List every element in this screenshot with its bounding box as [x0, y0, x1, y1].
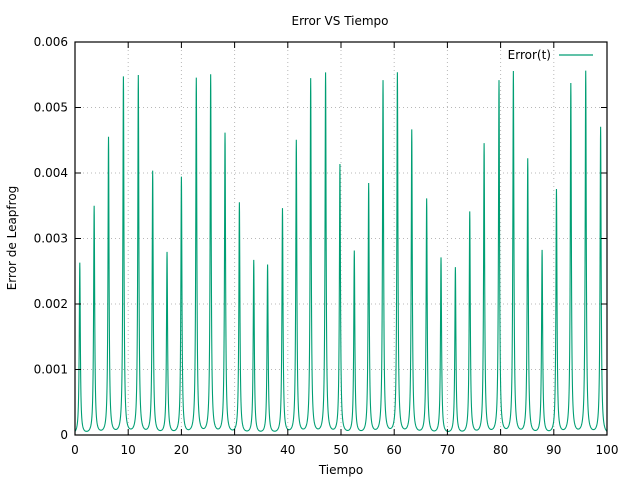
x-tick-label: 0: [71, 443, 79, 457]
y-axis-label: Error de Leapfrog: [5, 186, 19, 291]
x-tick-label: 10: [121, 443, 136, 457]
y-tick-label: 0: [60, 428, 68, 442]
chart-title: Error VS Tiempo: [291, 14, 388, 28]
y-tick-labels: 0 0.001 0.002 0.003 0.004 0.005 0.006: [34, 35, 68, 442]
y-tick-label: 0.005: [34, 101, 68, 115]
legend-label: Error(t): [508, 48, 551, 62]
y-tick-label: 0.006: [34, 35, 68, 49]
x-tick-label: 60: [387, 443, 402, 457]
x-tick-label: 20: [174, 443, 189, 457]
series-layer: [74, 70, 608, 432]
series-line-error: [74, 70, 608, 432]
y-tick-label: 0.003: [34, 232, 68, 246]
y-tick-label: 0.001: [34, 363, 68, 377]
gridlines: [75, 42, 607, 435]
x-tick-label: 80: [493, 443, 508, 457]
legend: Error(t): [508, 48, 593, 62]
x-tick-label: 30: [227, 443, 242, 457]
y-tick-label: 0.002: [34, 297, 68, 311]
x-tick-label: 90: [546, 443, 561, 457]
x-tick-label: 40: [280, 443, 295, 457]
x-tick-label: 70: [440, 443, 455, 457]
x-axis-label: Tiempo: [318, 463, 363, 477]
y-tick-label: 0.004: [34, 166, 68, 180]
x-tick-labels: 0 10 20 30 40 50 60 70 80 90 100: [71, 443, 618, 457]
x-tick-label: 100: [596, 443, 619, 457]
axis-ticks: [74, 41, 608, 436]
x-tick-label: 50: [333, 443, 348, 457]
